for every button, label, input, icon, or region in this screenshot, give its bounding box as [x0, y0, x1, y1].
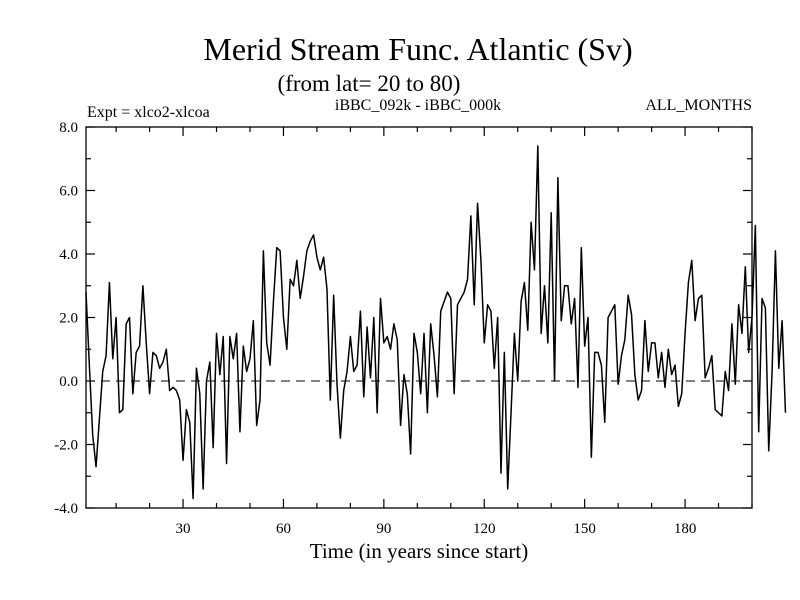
x-tick-label: 180: [674, 521, 697, 537]
annotation-left: Expt = xlco2-xlcoa: [87, 104, 210, 121]
y-tick-label: 0.0: [59, 374, 78, 390]
x-tick-label: 60: [276, 521, 291, 537]
plot-frame: [85, 126, 753, 509]
series-line: [85, 145, 787, 500]
annotation-center: iBBC_092k - iBBC_000k: [335, 97, 501, 114]
annotation-right: ALL_MONTHS: [645, 97, 752, 114]
chart-subtitle: (from lat= 20 to 80): [278, 71, 461, 96]
y-tick-label: -4.0: [54, 501, 78, 517]
y-tick-label: 4.0: [59, 247, 78, 263]
y-tick-label: 8.0: [59, 120, 78, 136]
y-tick-label: 2.0: [59, 311, 78, 327]
chart-title: Merid Stream Func. Atlantic (Sv): [203, 31, 632, 67]
y-tick-label: -2.0: [54, 438, 78, 454]
y-tick-label: 6.0: [59, 184, 78, 200]
x-axis-label: Time (in years since start): [310, 539, 529, 563]
x-tick-label: 120: [473, 521, 496, 537]
x-tick-label: 150: [573, 521, 596, 537]
x-tick-label: 30: [176, 521, 191, 537]
x-tick-label: 90: [376, 521, 391, 537]
